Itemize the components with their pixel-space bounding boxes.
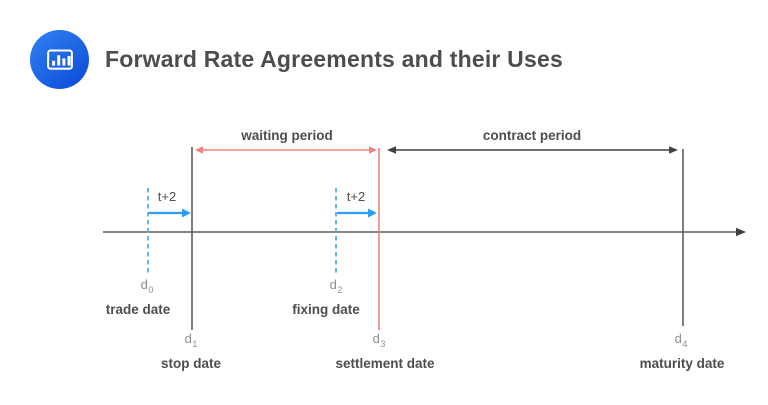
d3-label: d3 [372, 331, 386, 349]
t2-label-1: t+2 [157, 189, 177, 204]
d4-label: d4 [674, 331, 688, 349]
d0-label: d0 [140, 277, 154, 295]
waiting-period-label: waiting period [241, 128, 333, 143]
d2-label: d2 [329, 277, 343, 295]
settlement-date-label: settlement date [335, 356, 435, 371]
t2-arrow-fixing-to-settlement [337, 208, 377, 218]
bar-chart-glyph [46, 48, 73, 70]
trade-date-label: trade date [105, 302, 171, 317]
timeline-arrowhead [736, 227, 746, 237]
timeline-axis [103, 227, 746, 237]
fixing-date-label: fixing date [292, 302, 360, 317]
contract-period-arrow [387, 146, 678, 154]
t2-arrow-trade-to-stop [149, 208, 191, 218]
page-title: Forward Rate Agreements and their Uses [105, 46, 563, 72]
bar-chart-icon [30, 30, 89, 89]
d1-label: d1 [184, 331, 198, 349]
stop-date-label: stop date [160, 356, 222, 371]
maturity-date-label: maturity date [639, 356, 725, 371]
t2-label-2: t+2 [346, 189, 366, 204]
contract-period-label: contract period [482, 128, 582, 143]
waiting-period-arrow [195, 146, 377, 154]
